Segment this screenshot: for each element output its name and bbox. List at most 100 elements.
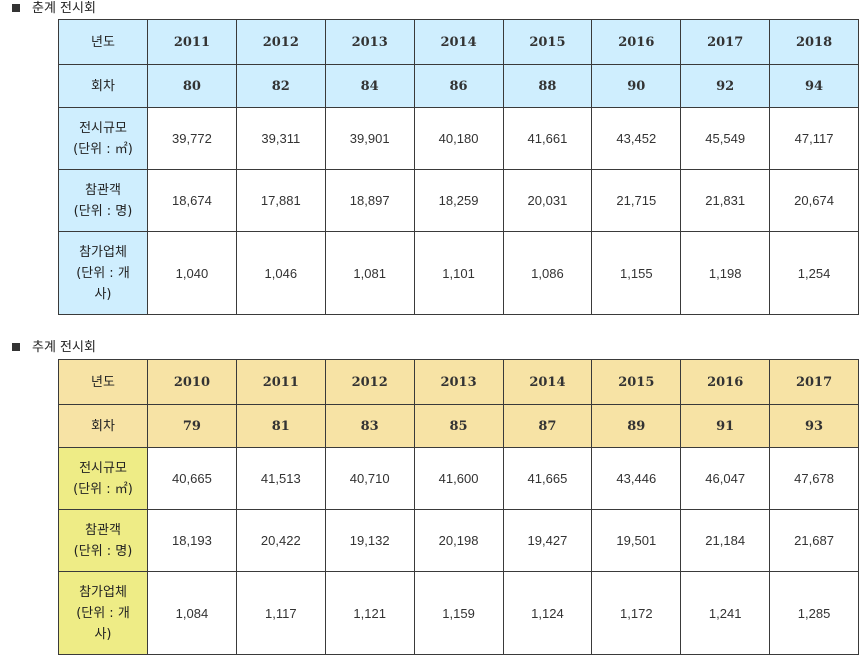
year-cell: 2016 xyxy=(591,19,682,65)
value-cell: 41,600 xyxy=(413,447,504,510)
value-cell: 20,198 xyxy=(413,509,504,572)
square-bullet-icon xyxy=(12,342,20,351)
value-cell: 1,084 xyxy=(147,571,237,655)
value-cell: 1,172 xyxy=(591,571,682,655)
year-cell: 2015 xyxy=(591,359,682,405)
value-cell: 1,241 xyxy=(680,571,771,655)
value-cell: 20,031 xyxy=(502,169,593,232)
year-cell: 2011 xyxy=(235,359,326,405)
value-cell: 1,101 xyxy=(413,231,504,315)
session-cell: 93 xyxy=(769,404,859,448)
value-cell: 40,180 xyxy=(413,107,504,170)
exhibition-size-label: 전시규모 (단위 : ㎡) xyxy=(58,447,148,510)
exhibition-size-row: 전시규모 (단위 : ㎡) 40,665 41,513 40,710 41,600… xyxy=(58,447,859,510)
autumn-exhibition-table: 년도 2010 2011 2012 2013 2014 2015 2016 20… xyxy=(58,359,859,655)
visitors-row: 참관객 (단위 : 명) 18,193 20,422 19,132 20,198 … xyxy=(58,509,859,572)
value-cell: 47,678 xyxy=(769,447,859,510)
session-cell: 94 xyxy=(769,64,859,108)
value-cell: 47,117 xyxy=(769,107,859,170)
exhibitors-label: 참가업체 (단위 : 개 사) xyxy=(58,571,148,655)
label-line: 전시규모 xyxy=(79,460,127,476)
session-cell: 82 xyxy=(235,64,326,108)
label-unit-line: (단위 : ㎡) xyxy=(73,481,133,497)
value-cell: 41,513 xyxy=(235,447,326,510)
value-cell: 1,081 xyxy=(324,231,415,315)
value-cell: 1,117 xyxy=(235,571,326,655)
visitors-label: 참관객 (단위 : 명) xyxy=(58,509,148,572)
spring-exhibition-title: 춘계 전시회 xyxy=(12,0,96,18)
value-cell: 18,259 xyxy=(413,169,504,232)
value-cell: 20,674 xyxy=(769,169,859,232)
year-cell: 2016 xyxy=(680,359,771,405)
label-line: 참가업체 xyxy=(79,244,127,260)
value-cell: 1,198 xyxy=(680,231,771,315)
value-cell: 1,086 xyxy=(502,231,593,315)
value-cell: 17,881 xyxy=(235,169,326,232)
autumn-exhibition-title: 추계 전시회 xyxy=(12,339,96,357)
visitors-label: 참관객 (단위 : 명) xyxy=(58,169,148,232)
value-cell: 21,184 xyxy=(680,509,771,572)
value-cell: 39,772 xyxy=(147,107,237,170)
year-cell: 2011 xyxy=(147,19,237,65)
year-cell: 2012 xyxy=(235,19,326,65)
value-cell: 21,715 xyxy=(591,169,682,232)
value-cell: 41,661 xyxy=(502,107,593,170)
year-cell: 2012 xyxy=(324,359,415,405)
session-header-label: 회차 xyxy=(58,404,148,448)
label-line: 참가업체 xyxy=(79,584,127,600)
year-cell: 2014 xyxy=(502,359,593,405)
session-cell: 90 xyxy=(591,64,682,108)
session-cell: 81 xyxy=(235,404,326,448)
value-cell: 1,040 xyxy=(147,231,237,315)
session-cell: 92 xyxy=(680,64,771,108)
value-cell: 18,674 xyxy=(147,169,237,232)
year-header-label: 년도 xyxy=(58,19,148,65)
autumn-exhibition-title-text: 추계 전시회 xyxy=(32,340,96,355)
label-unit-line: (단위 : 명) xyxy=(73,543,133,559)
value-cell: 19,501 xyxy=(591,509,682,572)
label-unit-line: (단위 : 명) xyxy=(73,203,133,219)
value-cell: 18,897 xyxy=(324,169,415,232)
label-unit-line: (단위 : ㎡) xyxy=(73,141,133,157)
label-line: 전시규모 xyxy=(79,120,127,136)
year-cell: 2013 xyxy=(413,359,504,405)
value-cell: 40,710 xyxy=(324,447,415,510)
session-cell: 84 xyxy=(324,64,415,108)
session-cell: 80 xyxy=(147,64,237,108)
value-cell: 1,155 xyxy=(591,231,682,315)
year-cell: 2017 xyxy=(680,19,771,65)
label-unit-line: 사) xyxy=(94,626,112,642)
value-cell: 45,549 xyxy=(680,107,771,170)
session-cell: 87 xyxy=(502,404,593,448)
value-cell: 1,124 xyxy=(502,571,593,655)
value-cell: 39,311 xyxy=(235,107,326,170)
exhibitors-label: 참가업체 (단위 : 개 사) xyxy=(58,231,148,315)
exhibition-size-row: 전시규모 (단위 : ㎡) 39,772 39,311 39,901 40,180… xyxy=(58,107,859,170)
value-cell: 1,046 xyxy=(235,231,326,315)
value-cell: 39,901 xyxy=(324,107,415,170)
value-cell: 21,831 xyxy=(680,169,771,232)
value-cell: 1,159 xyxy=(413,571,504,655)
value-cell: 1,254 xyxy=(769,231,859,315)
session-header-label: 회차 xyxy=(58,64,148,108)
session-cell: 91 xyxy=(680,404,771,448)
year-cell: 2010 xyxy=(147,359,237,405)
value-cell: 43,446 xyxy=(591,447,682,510)
visitors-row: 참관객 (단위 : 명) 18,674 17,881 18,897 18,259 … xyxy=(58,169,859,232)
exhibitors-row: 참가업체 (단위 : 개 사) 1,040 1,046 1,081 1,101 1,… xyxy=(58,231,859,315)
session-cell: 85 xyxy=(413,404,504,448)
session-cell: 79 xyxy=(147,404,237,448)
spring-exhibition-title-text: 춘계 전시회 xyxy=(32,1,96,16)
value-cell: 21,687 xyxy=(769,509,859,572)
year-row: 년도 2011 2012 2013 2014 2015 2016 2017 20… xyxy=(58,19,859,65)
label-line: 참관객 xyxy=(85,522,121,538)
session-row: 회차 79 81 83 85 87 89 91 93 xyxy=(58,404,859,448)
value-cell: 43,452 xyxy=(591,107,682,170)
year-cell: 2018 xyxy=(769,19,859,65)
year-cell: 2013 xyxy=(324,19,415,65)
session-cell: 86 xyxy=(413,64,504,108)
session-cell: 89 xyxy=(591,404,682,448)
value-cell: 19,132 xyxy=(324,509,415,572)
label-unit-line: 사) xyxy=(94,286,112,302)
value-cell: 19,427 xyxy=(502,509,593,572)
